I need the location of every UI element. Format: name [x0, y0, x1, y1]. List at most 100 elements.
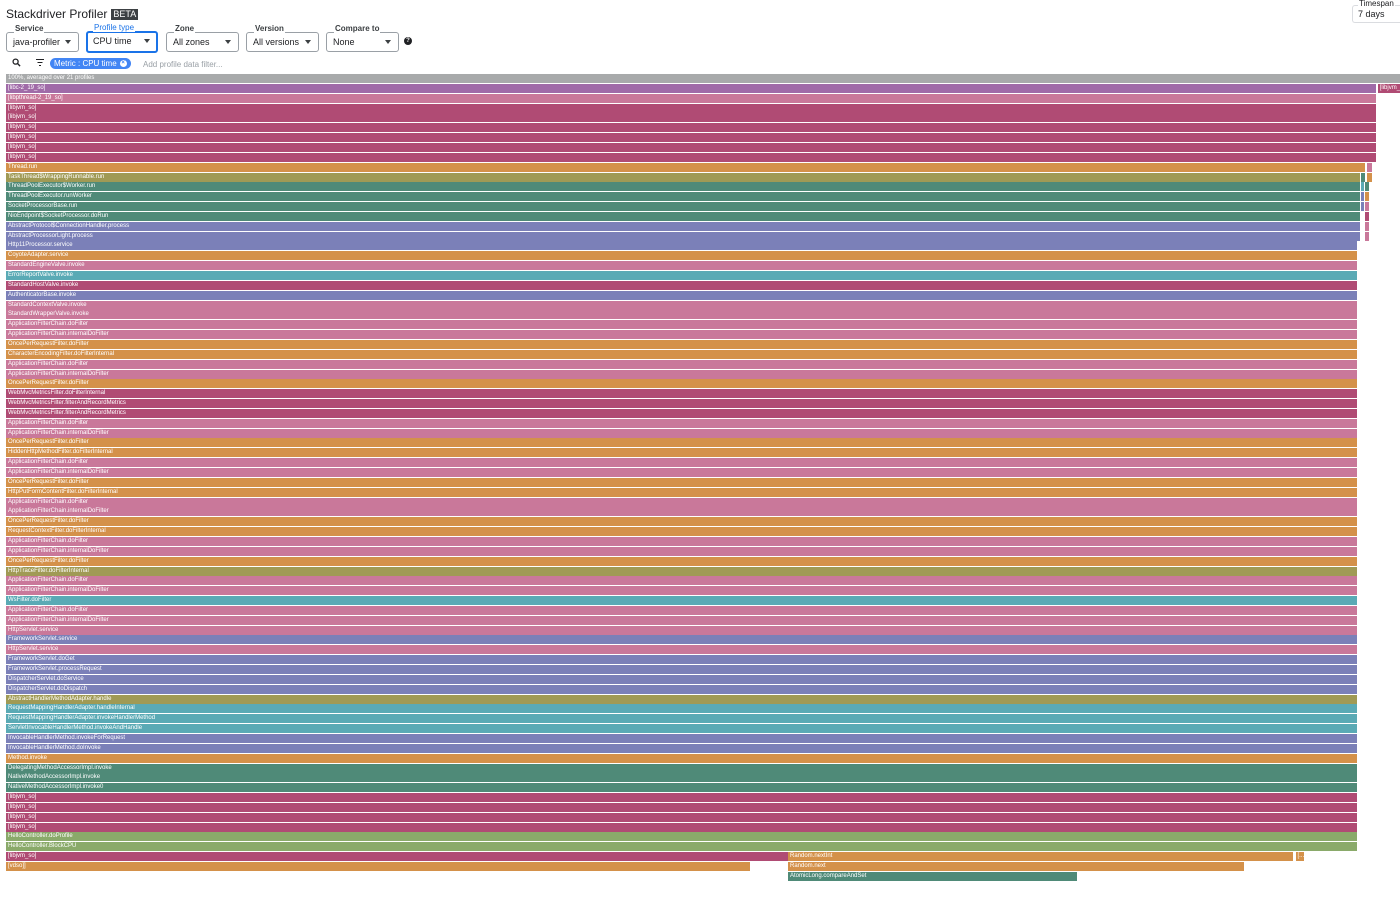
- flame-frame[interactable]: OncePerRequestFilter.doFilter: [6, 477, 1357, 487]
- flame-frame[interactable]: AuthenticatorBase.invoke: [6, 290, 1357, 300]
- flame-frame[interactable]: DelegatingMethodAccessorImpl.invoke: [6, 763, 1357, 773]
- flame-frame[interactable]: [libjvm_so]: [6, 822, 1357, 832]
- flame-frame[interactable]: FrameworkServlet.doGet: [6, 655, 1357, 665]
- flame-root-frame[interactable]: 100%, averaged over 21 profiles: [6, 74, 1400, 83]
- flame-frame[interactable]: [1366, 162, 1373, 172]
- flame-frame[interactable]: [1361, 202, 1364, 211]
- flame-frame[interactable]: [libjvm_so]: [6, 142, 1377, 152]
- close-icon[interactable]: ×: [119, 60, 127, 67]
- flame-frame[interactable]: HttpTraceFilter.doFilterInternal: [6, 566, 1357, 576]
- flame-frame[interactable]: AtomicLong.compareAndSet: [788, 871, 1077, 881]
- flame-frame[interactable]: ApplicationFilterChain.doFilter: [6, 320, 1357, 330]
- flame-frame[interactable]: Thread.run: [6, 162, 1366, 172]
- flame-frame[interactable]: InvocableHandlerMethod.doInvoke: [6, 743, 1357, 753]
- flame-frame[interactable]: ApplicationFilterChain.internalDoFilter: [6, 586, 1357, 596]
- flame-frame[interactable]: HelloController.doProfile: [6, 832, 1357, 842]
- flame-frame[interactable]: AbstractProcessorLight.process: [6, 231, 1360, 241]
- flame-frame[interactable]: ApplicationFilterChain.doFilter: [6, 418, 1357, 428]
- flame-frame[interactable]: CoyoteAdapter.service: [6, 251, 1357, 261]
- zone-select[interactable]: Zone All zones: [166, 24, 239, 52]
- flame-frame[interactable]: [libjvm_so]: [6, 103, 1377, 113]
- flame-frame[interactable]: [vdso]]: [6, 862, 751, 871]
- flame-frame[interactable]: [1361, 192, 1364, 202]
- flame-frame[interactable]: HttpServlet.service: [6, 625, 1357, 635]
- flame-frame[interactable]: [libjvm_so]: [6, 793, 1357, 802]
- metric-filter-chip[interactable]: Metric : CPU time ×: [50, 58, 131, 69]
- flame-frame[interactable]: WsFilter.doFilter: [6, 596, 1357, 605]
- flame-frame[interactable]: OncePerRequestFilter.doFilter: [6, 379, 1357, 389]
- flame-frame[interactable]: [libjvm_so]: [6, 802, 1357, 812]
- flame-frame[interactable]: Random.next: [788, 862, 1244, 871]
- help-circle-icon[interactable]: ?: [404, 37, 412, 45]
- timespan-select[interactable]: Timespan 7 days: [1352, 0, 1400, 23]
- flame-frame[interactable]: WebMvcMetricsFilter.filterAndRecordMetri…: [6, 408, 1357, 418]
- flame-frame[interactable]: Http11Processor.service: [6, 241, 1357, 251]
- flame-frame[interactable]: ApplicationFilterChain.internalDoFilter: [6, 330, 1357, 340]
- flame-frame[interactable]: StandardWrapperValve.invoke: [6, 310, 1357, 320]
- flame-frame[interactable]: [1361, 182, 1364, 192]
- flame-frame[interactable]: StandardEngineValve.invoke: [6, 261, 1357, 271]
- flame-frame[interactable]: FrameworkServlet.service: [6, 635, 1357, 645]
- flame-frame[interactable]: ApplicationFilterChain.internalDoFilter: [6, 546, 1357, 556]
- flame-frame[interactable]: ApplicationFilterChain.internalDoFilter: [6, 428, 1357, 438]
- flame-frame[interactable]: [1365, 211, 1370, 221]
- profile-filter-input[interactable]: [143, 58, 443, 70]
- flame-frame[interactable]: [1366, 172, 1373, 182]
- flame-frame[interactable]: [libjvm_so]: [6, 133, 1377, 143]
- filter-list-icon[interactable]: [36, 59, 44, 66]
- flame-frame[interactable]: StandardContextValve.invoke: [6, 300, 1357, 310]
- flame-frame[interactable]: WebMvcMetricsFilter.doFilterInternal: [6, 389, 1357, 399]
- flame-frame[interactable]: Random.nextInt: [788, 852, 1293, 862]
- flame-frame[interactable]: [1361, 172, 1366, 182]
- flame-frame[interactable]: SocketProcessorBase.run: [6, 202, 1360, 211]
- flame-frame[interactable]: RequestContextFilter.doFilterInternal: [6, 527, 1357, 537]
- flame-frame[interactable]: ApplicationFilterChain.internalDoFilter: [6, 369, 1357, 379]
- flame-frame[interactable]: ErrorReportValve.invoke: [6, 271, 1357, 280]
- search-icon[interactable]: [12, 58, 21, 67]
- flame-frame[interactable]: HttpServlet.service: [6, 645, 1357, 655]
- flame-frame[interactable]: OncePerRequestFilter.doFilter: [6, 517, 1357, 527]
- flame-frame[interactable]: ApplicationFilterChain.doFilter: [6, 537, 1357, 546]
- flame-frame[interactable]: AbstractProtocol$ConnectionHandler.proce…: [6, 221, 1360, 231]
- flame-frame[interactable]: [1365, 192, 1370, 202]
- flame-frame[interactable]: [libjvm_so]: [6, 113, 1377, 123]
- flame-frame[interactable]: ApplicationFilterChain.internalDoFilter: [6, 468, 1357, 477]
- flame-frame[interactable]: ServletInvocableHandlerMethod.invokeAndH…: [6, 724, 1357, 734]
- service-select[interactable]: Service java-profiler: [6, 24, 79, 52]
- profile-type-select[interactable]: Profile type CPU time: [86, 23, 158, 53]
- flame-frame[interactable]: ThreadPoolExecutor.runWorker: [6, 192, 1360, 202]
- flame-frame[interactable]: OncePerRequestFilter.doFilter: [6, 339, 1357, 349]
- flame-frame[interactable]: FrameworkServlet.processRequest: [6, 665, 1357, 674]
- flame-frame[interactable]: Method.invoke: [6, 753, 1357, 763]
- flame-frame[interactable]: ApplicationFilterChain.doFilter: [6, 359, 1357, 369]
- flame-frame[interactable]: TaskThread$WrappingRunnable.run: [6, 172, 1360, 182]
- flame-frame[interactable]: ApplicationFilterChain.doFilter: [6, 576, 1357, 586]
- flame-frame[interactable]: ApplicationFilterChain.doFilter: [6, 605, 1357, 615]
- flame-frame[interactable]: CharacterEncodingFilter.doFilterInternal: [6, 349, 1357, 359]
- flame-frame[interactable]: [libjvm_so]: [6, 852, 788, 862]
- flame-frame[interactable]: [...: [1295, 852, 1304, 862]
- flame-frame[interactable]: ThreadPoolExecutor$Worker.run: [6, 182, 1360, 192]
- flame-frame[interactable]: DispatcherServlet.doDispatch: [6, 684, 1357, 694]
- flame-frame[interactable]: OncePerRequestFilter.doFilter: [6, 438, 1357, 448]
- flame-frame[interactable]: DispatcherServlet.doService: [6, 674, 1357, 684]
- flame-frame[interactable]: InvocableHandlerMethod.invokeForRequest: [6, 733, 1357, 743]
- compare-to-select[interactable]: Compare to None: [326, 24, 399, 52]
- flame-frame[interactable]: [1365, 221, 1370, 231]
- flame-frame[interactable]: HiddenHttpMethodFilter.doFilterInternal: [6, 448, 1357, 458]
- flame-frame[interactable]: RequestMappingHandlerAdapter.invokeHandl…: [6, 714, 1357, 724]
- flame-frame[interactable]: [libjvm_so]: [6, 812, 1357, 822]
- flame-frame[interactable]: [libjvm_...: [1377, 83, 1400, 93]
- flame-frame[interactable]: OncePerRequestFilter.doFilter: [6, 556, 1357, 566]
- flame-frame[interactable]: [libjvm_so]: [6, 152, 1377, 162]
- flame-frame[interactable]: [1365, 231, 1370, 241]
- flame-frame[interactable]: [libjvm_so]: [6, 123, 1377, 133]
- flame-frame[interactable]: [1365, 202, 1370, 211]
- flame-frame[interactable]: ApplicationFilterChain.internalDoFilter: [6, 615, 1357, 625]
- flame-frame[interactable]: NativeMethodAccessorImpl.invoke: [6, 773, 1357, 783]
- version-select[interactable]: Version All versions: [246, 24, 319, 52]
- flame-frame[interactable]: NativeMethodAccessorImpl.invoke0: [6, 783, 1357, 793]
- flame-frame[interactable]: [libpthread-2_19_so]: [6, 93, 1377, 103]
- flame-frame[interactable]: HelloController.BlockCPU: [6, 842, 1357, 852]
- flame-frame[interactable]: AbstractHandlerMethodAdapter.handle: [6, 694, 1357, 704]
